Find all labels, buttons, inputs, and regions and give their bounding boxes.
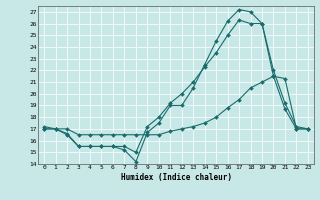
X-axis label: Humidex (Indice chaleur): Humidex (Indice chaleur) <box>121 173 231 182</box>
